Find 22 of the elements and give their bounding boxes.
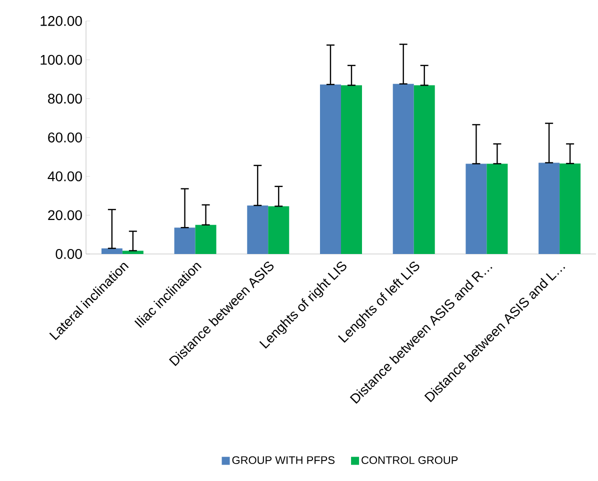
bar	[174, 228, 196, 254]
y-tick-label: 120.00	[40, 16, 82, 26]
bar	[414, 85, 435, 254]
bar	[247, 205, 268, 254]
y-tick-label: 60.00	[48, 132, 82, 142]
y-tick-label: 100.00	[40, 54, 82, 65]
y-tick-label: 40.00	[48, 171, 82, 182]
y-tick-label: 20.00	[48, 210, 82, 220]
y-tick-label: 80.00	[48, 94, 82, 104]
bar	[340, 85, 362, 254]
legend-label: GROUP WITH PFPS	[232, 456, 335, 464]
bar	[320, 84, 341, 254]
bar	[466, 164, 487, 254]
bar	[560, 164, 581, 254]
y-tick-label: 0.00	[56, 249, 82, 259]
bar	[538, 162, 560, 254]
bar	[195, 224, 216, 254]
bar	[101, 248, 122, 254]
bar	[392, 84, 414, 254]
bar	[486, 164, 508, 254]
legend-label: CONTROL GROUP	[362, 456, 458, 464]
bar	[268, 206, 290, 254]
